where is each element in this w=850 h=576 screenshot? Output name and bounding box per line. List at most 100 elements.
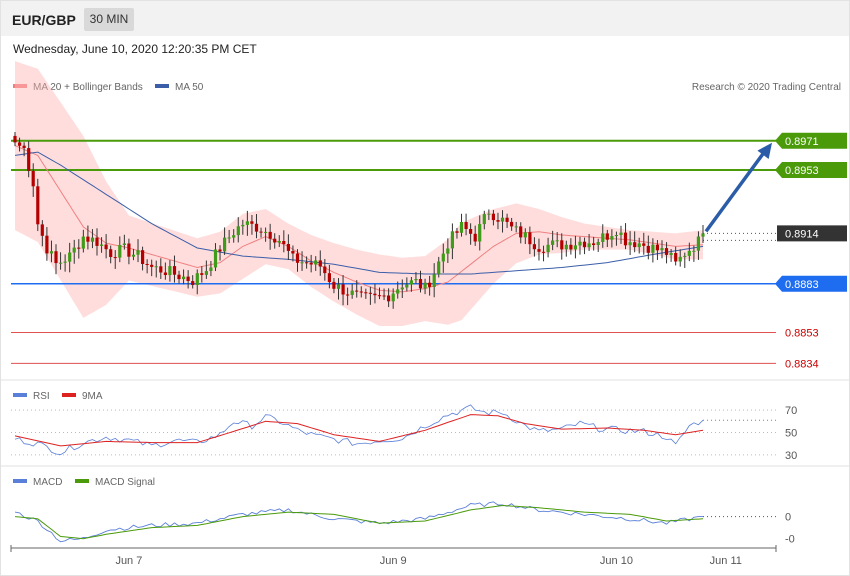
candle-body — [446, 248, 450, 254]
candle-body — [592, 243, 596, 245]
candle-body — [22, 145, 26, 148]
candle-body — [18, 142, 22, 146]
legend-label-bb: MA 20 + Bollinger Bands — [33, 82, 143, 93]
candle-body — [400, 287, 404, 290]
candle-body — [355, 290, 359, 292]
candlesticks — [13, 131, 705, 309]
resistance-label: 0.8953 — [785, 165, 819, 177]
candle-body — [409, 280, 413, 285]
candle-body — [100, 244, 104, 246]
rsi-tick-label: 30 — [785, 450, 797, 462]
candle-body — [623, 232, 628, 246]
candle-body — [332, 281, 336, 289]
candle-body — [601, 233, 605, 242]
candle-body — [610, 236, 614, 240]
legend-label-ma50: MA 50 — [175, 82, 204, 93]
legend-swatch-macd-signal — [75, 479, 89, 483]
candle-body — [191, 281, 195, 285]
candle-body — [241, 224, 245, 227]
legend-swatch-rsi — [13, 393, 27, 397]
candle-body — [432, 274, 436, 287]
candle-body — [295, 253, 300, 263]
candle-body — [45, 235, 49, 254]
candle-body — [223, 237, 227, 252]
rsi-line — [14, 404, 704, 456]
macd-tick-label: 0 — [785, 512, 791, 524]
candle-body — [232, 235, 236, 238]
candle-body — [496, 220, 500, 222]
candle-body — [13, 135, 17, 143]
legend-swatch-macd — [13, 479, 27, 483]
candle-body — [455, 231, 459, 233]
candle-body — [323, 266, 327, 274]
candle-body — [27, 148, 31, 171]
candle-body — [510, 221, 514, 227]
resistance-label: 0.8971 — [785, 136, 819, 148]
forecast-arrow-shaft — [704, 148, 768, 233]
candle-body — [200, 273, 204, 275]
candle-body — [291, 251, 295, 254]
legend-label-macd-signal: MACD Signal — [95, 477, 155, 488]
candle-body — [596, 242, 600, 245]
candle-body — [177, 274, 181, 280]
rsi-tick-label: 70 — [785, 405, 797, 417]
candle-body — [519, 226, 523, 238]
resistance-tag — [775, 162, 847, 178]
candle-body — [628, 242, 632, 246]
candle-body — [701, 233, 705, 237]
candle-body — [40, 224, 44, 236]
legend-label-rsi: RSI — [33, 391, 50, 402]
candle-body — [163, 272, 167, 275]
candle-body — [696, 236, 700, 251]
x-tick-label: Jun 11 — [710, 555, 742, 567]
candle-body — [564, 244, 568, 250]
candle-body — [373, 293, 377, 296]
ma50-line — [14, 151, 704, 275]
candle-body — [683, 255, 687, 257]
candle-body — [569, 244, 573, 250]
candle-body — [560, 240, 564, 250]
candle-body — [482, 214, 486, 225]
candle-body — [236, 226, 240, 236]
support-label: 0.8883 — [785, 279, 819, 291]
candle-body — [145, 264, 149, 265]
candle-body — [305, 262, 309, 264]
x-tick-label: Jun 9 — [380, 555, 407, 567]
candle-body — [428, 282, 432, 287]
candle-body — [478, 224, 482, 242]
candle-body — [655, 244, 659, 251]
level-label: 0.8834 — [785, 358, 819, 370]
macd-legend: MACD MACD Signal — [13, 477, 155, 488]
timeframe-badge[interactable]: 30 MIN — [84, 8, 134, 31]
candle-body — [168, 266, 172, 276]
main-legend: MA 20 + Bollinger Bands MA 50 — [13, 82, 204, 93]
candle-body — [172, 266, 177, 275]
candle-body — [582, 241, 587, 248]
candle-body — [300, 262, 304, 264]
candle-body — [687, 250, 691, 256]
rsi-legend: RSI 9MA — [13, 391, 103, 402]
candle-body — [204, 271, 208, 275]
candle-body — [674, 253, 678, 262]
candle-body — [36, 186, 40, 225]
x-tick-label: Jun 7 — [115, 555, 142, 567]
rsi-tick-label: 50 — [785, 428, 797, 440]
candle-body — [423, 282, 427, 289]
candle-body — [109, 249, 113, 257]
candle-body — [473, 233, 477, 242]
candle-body — [555, 240, 559, 242]
candle-body — [450, 231, 454, 249]
candle-body — [396, 289, 400, 294]
candle-body — [259, 231, 263, 233]
candle-body — [500, 217, 505, 222]
candle-body — [186, 276, 190, 281]
legend-label-macd: MACD — [33, 477, 62, 488]
candle-body — [90, 237, 95, 242]
forecast-arrow — [704, 142, 772, 233]
candle-body — [286, 244, 290, 251]
candle-body — [218, 249, 222, 252]
candle-body — [209, 267, 213, 271]
candle-body — [150, 264, 154, 267]
candle-body — [646, 245, 650, 253]
